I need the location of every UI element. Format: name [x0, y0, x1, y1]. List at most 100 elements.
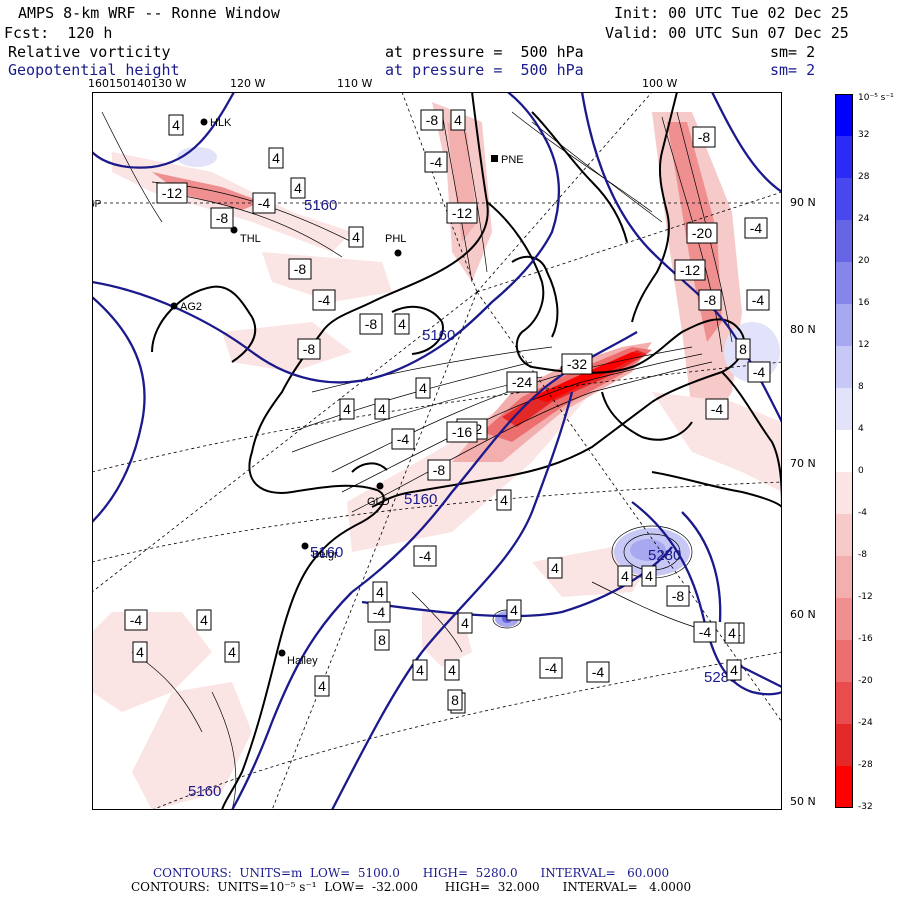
svg-text:4: 4 — [551, 560, 559, 576]
vorticity-label: 4 — [445, 660, 459, 680]
colorbar-cell — [835, 262, 853, 305]
colorbar-cell — [835, 640, 853, 683]
vorticity-label: 4 — [315, 676, 329, 696]
lat-label-50n: 50 N — [790, 795, 816, 808]
valid-time: Valid: 00 UTC Sun 07 Dec 25 — [605, 24, 849, 42]
svg-text:4: 4 — [378, 401, 386, 417]
vorticity-label: -20 — [687, 223, 717, 243]
colorbar-cell — [835, 514, 853, 557]
vorticity-label: -4 — [587, 662, 609, 682]
colorbar-cell — [835, 598, 853, 641]
vorticity-label: -12 — [447, 203, 477, 223]
svg-text:-8: -8 — [433, 462, 446, 478]
height-label: 5280 — [648, 547, 681, 564]
svg-text:-8: -8 — [426, 112, 439, 128]
colorbar-cell — [835, 304, 853, 347]
vorticity-label: -4 — [425, 152, 447, 172]
vorticity-label: -8 — [667, 586, 689, 606]
colorbar-cell — [835, 472, 853, 515]
colorbar — [835, 94, 853, 808]
svg-text:4: 4 — [200, 612, 208, 628]
svg-text:4: 4 — [645, 568, 653, 584]
svg-text:-8: -8 — [294, 261, 307, 277]
vorticity-label: 4 — [291, 178, 305, 198]
colorbar-tick-label: -20 — [858, 676, 873, 686]
station-ag2: AG2 — [180, 301, 202, 313]
vorticity-label: -4 — [745, 218, 767, 238]
svg-text:4: 4 — [730, 662, 738, 678]
height-label: 5160 — [304, 197, 337, 214]
svg-text:-8: -8 — [365, 316, 378, 332]
vorticity-label: -4 — [253, 193, 275, 213]
colorbar-cell — [835, 388, 853, 431]
lat-label-60n: 60 N — [790, 608, 816, 621]
svg-text:-8: -8 — [303, 341, 316, 357]
map-title: AMPS 8-km WRF -- Ronne Window — [18, 4, 280, 22]
vorticity-label: -4 — [125, 610, 147, 630]
colorbar-tick-label: 0 — [858, 466, 864, 476]
svg-text:-4: -4 — [752, 292, 765, 308]
vorticity-label: 4 — [548, 558, 562, 578]
svg-text:-32: -32 — [567, 356, 587, 372]
vorticity-label: -12 — [157, 183, 187, 203]
colorbar-tick-label: -8 — [858, 550, 867, 560]
footer-height-contours: CONTOURS: UNITS=m LOW= 5100.0 HIGH= 5280… — [153, 866, 669, 880]
colorbar-tick-label: -12 — [858, 592, 873, 602]
svg-text:4: 4 — [318, 678, 326, 694]
vorticity-label: 4 — [618, 566, 632, 586]
station-halley: Halley — [287, 655, 318, 667]
svg-text:-4: -4 — [711, 401, 724, 417]
colorbar-tick-label: 16 — [858, 298, 869, 308]
colorbar-cell — [835, 556, 853, 599]
colorbar-tick-label: 8 — [858, 382, 864, 392]
svg-text:-8: -8 — [672, 588, 685, 604]
colorbar-tick-label: 24 — [858, 214, 869, 224]
station-hlk: HLK — [210, 117, 232, 129]
svg-text:-12: -12 — [452, 205, 472, 221]
vorticity-label: 4 — [458, 613, 472, 633]
svg-text:8: 8 — [378, 632, 386, 648]
vorticity-label: 4 — [197, 610, 211, 630]
height-label: 5160 — [188, 783, 221, 800]
svg-text:-12: -12 — [680, 262, 700, 278]
field1-name: Relative vorticity — [8, 43, 171, 61]
vorticity-label: -8 — [421, 110, 443, 130]
lat-label-90n: 90 N — [790, 196, 816, 209]
svg-text:-4: -4 — [318, 292, 331, 308]
vorticity-label: -16 — [447, 422, 477, 442]
field2-smooth: sm= 2 — [770, 61, 815, 79]
svg-text:8: 8 — [739, 341, 747, 357]
vorticity-label: -4 — [748, 362, 770, 382]
colorbar-tick-label: 28 — [858, 172, 869, 182]
svg-text:-24: -24 — [512, 374, 532, 390]
colorbar-tick-label: -24 — [858, 718, 873, 728]
lon-label-120w: 120 W — [230, 77, 265, 90]
vorticity-label: -4 — [694, 622, 716, 642]
vorticity-label: -8 — [699, 290, 721, 310]
vorticity-label: 4 — [416, 378, 430, 398]
height-label: 5160 — [422, 327, 455, 344]
lat-label-80n: 80 N — [790, 323, 816, 336]
vorticity-label: 4 — [269, 148, 283, 168]
svg-text:-4: -4 — [545, 660, 558, 676]
vorticity-label: -32 — [562, 354, 592, 374]
vorticity-label: -4 — [313, 290, 335, 310]
vorticity-label: 4 — [340, 399, 354, 419]
field1-level: at pressure = 500 hPa — [385, 43, 584, 61]
vorticity-label: 4 — [169, 115, 183, 135]
colorbar-cell — [835, 178, 853, 221]
vorticity-label: -4 — [414, 546, 436, 566]
footer-vorticity-contours: CONTOURS: UNITS=10⁻⁵ s⁻¹ LOW= -32.000 HI… — [131, 880, 691, 894]
map-panel[interactable]: HLK PNE THL PHL AG2 GLD Belgr Halley 516… — [92, 92, 782, 810]
svg-text:4: 4 — [343, 401, 351, 417]
height-label: 5160 — [310, 544, 343, 561]
colorbar-tick-label: -32 — [858, 802, 873, 812]
field1-smooth: sm= 2 — [770, 43, 815, 61]
lon-label-110w: 110 W — [337, 77, 372, 90]
svg-text:-16: -16 — [452, 424, 472, 440]
lon-label-160w: 160150140130 W — [88, 77, 186, 90]
svg-text:4: 4 — [272, 150, 280, 166]
vorticity-label: -4 — [368, 602, 390, 622]
vorticity-label: -8 — [693, 127, 715, 147]
vorticity-label: -4 — [540, 658, 562, 678]
